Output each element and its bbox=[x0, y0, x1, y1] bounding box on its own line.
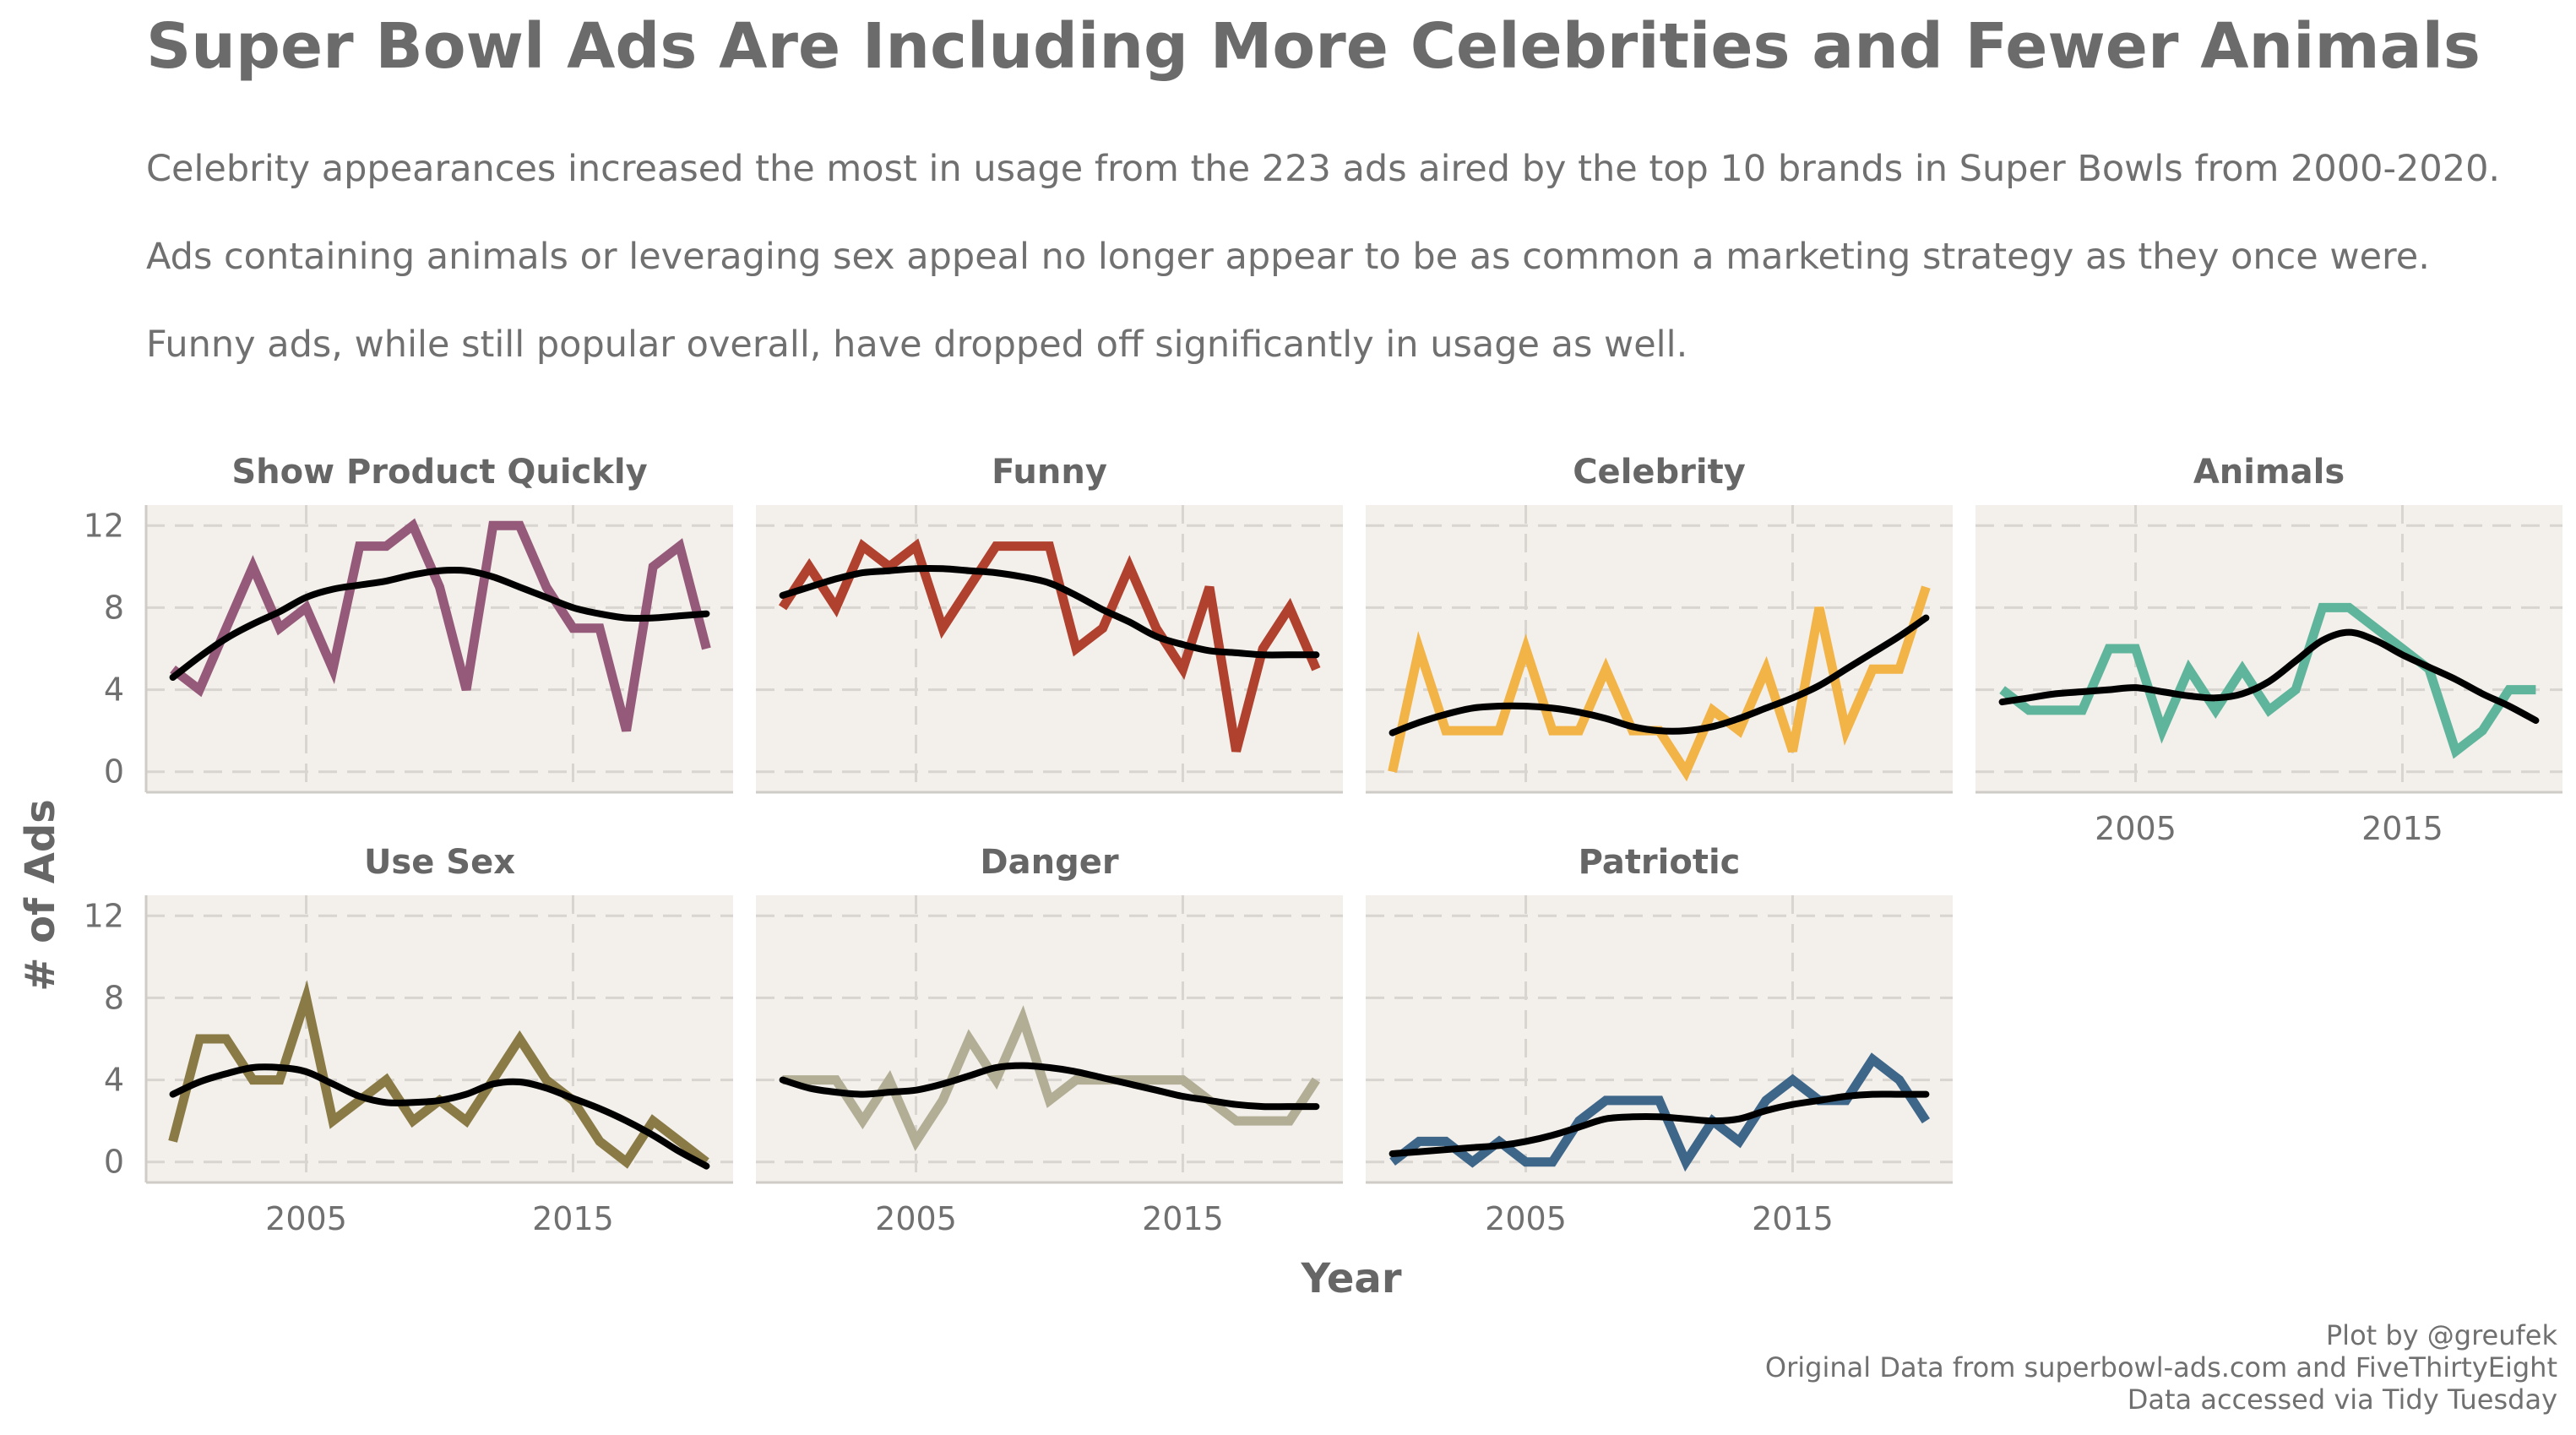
series-line-show-product-quickly bbox=[170, 518, 711, 732]
panel-background bbox=[1975, 505, 2562, 792]
y-tick-label: 4 bbox=[104, 1062, 124, 1099]
facet-strip-label: Use Sex bbox=[364, 843, 515, 882]
panel-danger: 2005 2015 Danger bbox=[756, 843, 1343, 1237]
panel-celebrity: Celebrity bbox=[1366, 453, 1953, 794]
y-axis-title: # of Ads bbox=[17, 799, 64, 992]
subtitle-line-1: Celebrity appearances increased the most… bbox=[146, 148, 2500, 190]
y-tick-label: 12 bbox=[84, 897, 124, 934]
x-tick-label: 2015 bbox=[532, 1200, 614, 1237]
y-tick-label: 4 bbox=[104, 671, 124, 709]
facet-strip-label: Celebrity bbox=[1573, 453, 1746, 492]
y-tick-label: 8 bbox=[104, 979, 124, 1016]
x-tick-label: 2005 bbox=[265, 1200, 347, 1237]
trend-line-use-sex bbox=[169, 1063, 710, 1170]
facet-strip-label: Animals bbox=[2193, 453, 2345, 492]
y-tick-label: 0 bbox=[104, 753, 124, 791]
trend-line-celebrity bbox=[1389, 614, 1930, 737]
facet-strip-label: Show Product Quickly bbox=[231, 453, 647, 492]
caption-access: Data accessed via Tidy Tuesday bbox=[2128, 1383, 2557, 1416]
x-tick-label: 2015 bbox=[1142, 1200, 1224, 1237]
panel-background bbox=[756, 895, 1343, 1182]
panel-use-sex: 0 4 8 12 2005 2015 Use Sex bbox=[84, 843, 733, 1237]
panel-background bbox=[1366, 505, 1953, 792]
x-tick-label: 2015 bbox=[1752, 1200, 1834, 1237]
facet-strip-label: Danger bbox=[980, 843, 1118, 882]
subtitle-line-3: Funny ads, while still popular overall, … bbox=[146, 323, 1687, 366]
x-tick-label: 2015 bbox=[2361, 810, 2443, 847]
x-tick-label: 2005 bbox=[1485, 1200, 1567, 1237]
panel-background bbox=[1366, 895, 1953, 1182]
panel-show-product-quickly: 0 4 8 12 Show Product Quickly bbox=[84, 453, 733, 794]
x-tick-label: 2005 bbox=[2095, 810, 2177, 847]
y-tick-label: 0 bbox=[104, 1144, 124, 1181]
caption-credit: Plot by @greufek bbox=[2326, 1319, 2558, 1351]
x-axis-title: Year bbox=[1301, 1255, 1402, 1302]
panel-background bbox=[146, 505, 733, 792]
chart-title: Super Bowl Ads Are Including More Celebr… bbox=[146, 10, 2481, 83]
series-line-danger bbox=[782, 1005, 1321, 1151]
facet-strip-label: Funny bbox=[992, 453, 1107, 492]
facet-panels: 0 4 8 12 Show Product Quickly Funny Celebrity 2… bbox=[84, 453, 2562, 1237]
trend-line-danger bbox=[779, 1062, 1320, 1111]
trend-line-funny bbox=[779, 565, 1320, 659]
panel-animals: 2005 2015 Animals bbox=[1975, 453, 2562, 847]
trend-line-patriotic bbox=[1389, 1090, 1930, 1157]
x-tick-label: 2005 bbox=[875, 1200, 957, 1237]
y-tick-label: 12 bbox=[84, 507, 124, 544]
caption-source: Original Data from superbowl-ads.com and… bbox=[1765, 1351, 2557, 1383]
facet-strip-label: Patriotic bbox=[1579, 843, 1741, 882]
panel-funny: Funny bbox=[756, 453, 1343, 794]
series-line-funny bbox=[778, 538, 1321, 753]
y-tick-label: 8 bbox=[104, 589, 124, 626]
panel-patriotic: 2005 2015 Patriotic bbox=[1366, 843, 1953, 1237]
trend-line-animals bbox=[1998, 628, 2540, 724]
trend-line-show-product-quickly bbox=[169, 566, 710, 681]
subtitle-line-2: Ads containing animals or leveraging sex… bbox=[146, 236, 2430, 278]
panel-background bbox=[146, 895, 733, 1182]
